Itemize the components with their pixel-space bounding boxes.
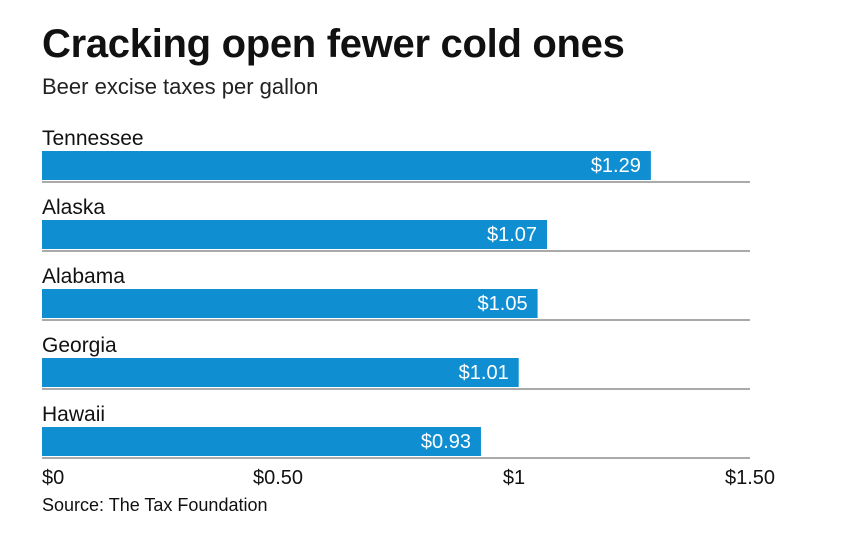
- bar-value-label: $0.93: [421, 431, 471, 453]
- x-tick-label: $0: [42, 467, 64, 489]
- bar-value-label: $1.01: [459, 362, 509, 384]
- x-tick-label: $0.50: [253, 467, 303, 489]
- source-note: Source: The Tax Foundation: [42, 495, 268, 515]
- category-label: Hawaii: [42, 403, 105, 426]
- category-label: Alaska: [42, 196, 105, 219]
- bar: [42, 220, 548, 249]
- bar: [42, 427, 481, 456]
- chart-subtitle: Beer excise taxes per gallon: [42, 74, 319, 99]
- category-label: Tennessee: [42, 127, 144, 150]
- bar: [42, 151, 651, 180]
- bar-value-label: $1.07: [487, 224, 537, 246]
- bar: [42, 358, 519, 387]
- bar-value-label: $1.05: [478, 293, 528, 315]
- category-label: Alabama: [42, 265, 125, 288]
- bar: [42, 289, 538, 318]
- x-tick-label: $1: [503, 467, 525, 489]
- category-label: Georgia: [42, 334, 117, 357]
- x-tick-label: $1.50: [725, 467, 775, 489]
- chart-title: Cracking open fewer cold ones: [42, 22, 625, 66]
- bar-value-label: $1.29: [591, 155, 641, 177]
